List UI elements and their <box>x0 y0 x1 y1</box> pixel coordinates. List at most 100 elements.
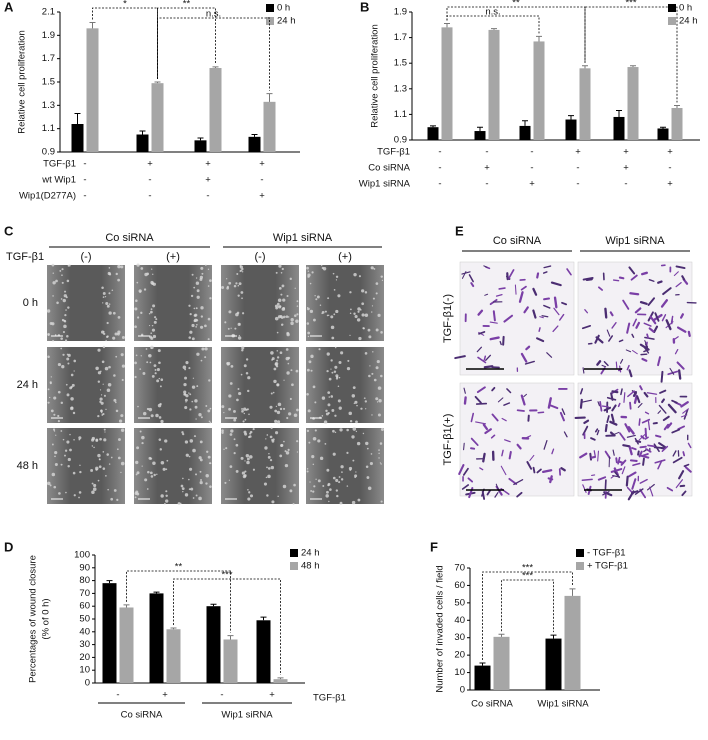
cell <box>156 473 158 476</box>
cell <box>324 310 327 313</box>
cell <box>265 438 267 440</box>
cell <box>333 370 337 373</box>
significance-bracket <box>157 17 270 91</box>
cell <box>140 333 144 337</box>
cell <box>360 407 363 410</box>
cell <box>626 322 631 334</box>
cell <box>165 468 168 471</box>
cell <box>579 398 583 409</box>
cell <box>549 404 559 410</box>
cell <box>346 366 351 371</box>
x-tick-label: - <box>220 690 223 701</box>
cell <box>188 367 191 370</box>
cell <box>66 334 69 338</box>
cell <box>103 394 106 397</box>
cell <box>191 273 194 276</box>
cell <box>193 286 196 289</box>
cell <box>66 357 70 361</box>
cell <box>154 372 157 375</box>
y-tick-label: 0.9 <box>394 135 407 146</box>
error-bar <box>212 66 219 68</box>
cell <box>247 389 250 393</box>
cell <box>610 413 615 423</box>
cell <box>536 468 542 474</box>
cell <box>643 391 649 398</box>
cell <box>285 315 289 318</box>
cell <box>101 360 105 364</box>
cell <box>221 431 224 434</box>
cell <box>104 431 106 433</box>
cell <box>681 275 686 281</box>
cell <box>326 352 330 356</box>
cell <box>246 408 249 411</box>
cell <box>67 465 70 468</box>
cell <box>206 450 209 453</box>
cell <box>104 366 109 371</box>
cell <box>352 427 357 431</box>
cell <box>152 304 156 308</box>
cell <box>47 333 50 336</box>
legend-swatch <box>668 4 676 12</box>
cell <box>546 352 553 358</box>
micrograph-bg <box>459 382 575 497</box>
group-label: Co siRNA <box>121 710 163 721</box>
cell <box>682 451 686 457</box>
cell <box>228 407 232 411</box>
cell <box>375 397 379 401</box>
cell <box>57 362 62 367</box>
cell <box>597 450 599 462</box>
cell <box>322 485 325 487</box>
cell <box>102 467 106 470</box>
cell <box>506 388 512 394</box>
cell <box>200 479 202 481</box>
cell <box>230 327 232 329</box>
cell <box>58 492 61 495</box>
cell <box>207 455 211 459</box>
cell <box>306 266 309 270</box>
cell <box>67 306 70 309</box>
cell <box>658 404 667 414</box>
cell <box>373 267 376 270</box>
bar <box>565 119 577 140</box>
cell <box>151 282 155 286</box>
y-tick-label: 1.3 <box>394 83 407 94</box>
cell <box>543 304 551 309</box>
cell <box>641 357 648 362</box>
cell <box>241 271 244 273</box>
cell <box>115 272 118 276</box>
cell <box>657 460 663 470</box>
cell <box>49 381 52 384</box>
cell <box>150 332 153 335</box>
cell <box>191 323 195 328</box>
cell <box>73 370 75 372</box>
cell <box>121 364 126 368</box>
cell <box>267 455 271 459</box>
cell <box>238 391 242 396</box>
cell <box>306 429 310 433</box>
cell <box>209 485 212 488</box>
cell <box>153 473 156 477</box>
y-tick-label: 20 <box>79 652 90 663</box>
bar <box>119 607 134 683</box>
cell <box>501 449 504 457</box>
cell <box>62 298 66 303</box>
cell <box>247 489 249 491</box>
cell <box>285 451 290 455</box>
cell <box>321 264 323 267</box>
cell <box>140 311 143 314</box>
condition-value: - <box>206 191 209 202</box>
cell <box>296 305 299 307</box>
legend-label: 24 h <box>277 16 296 27</box>
cell <box>185 453 189 457</box>
cell <box>184 440 189 444</box>
cell <box>334 431 337 434</box>
cell <box>195 319 199 322</box>
cell <box>380 463 382 465</box>
cell <box>274 409 278 413</box>
cell <box>333 288 336 291</box>
cell <box>275 365 279 368</box>
cell <box>657 280 663 284</box>
condition-value: - <box>438 163 441 174</box>
cell <box>275 271 278 274</box>
cell <box>501 417 507 422</box>
